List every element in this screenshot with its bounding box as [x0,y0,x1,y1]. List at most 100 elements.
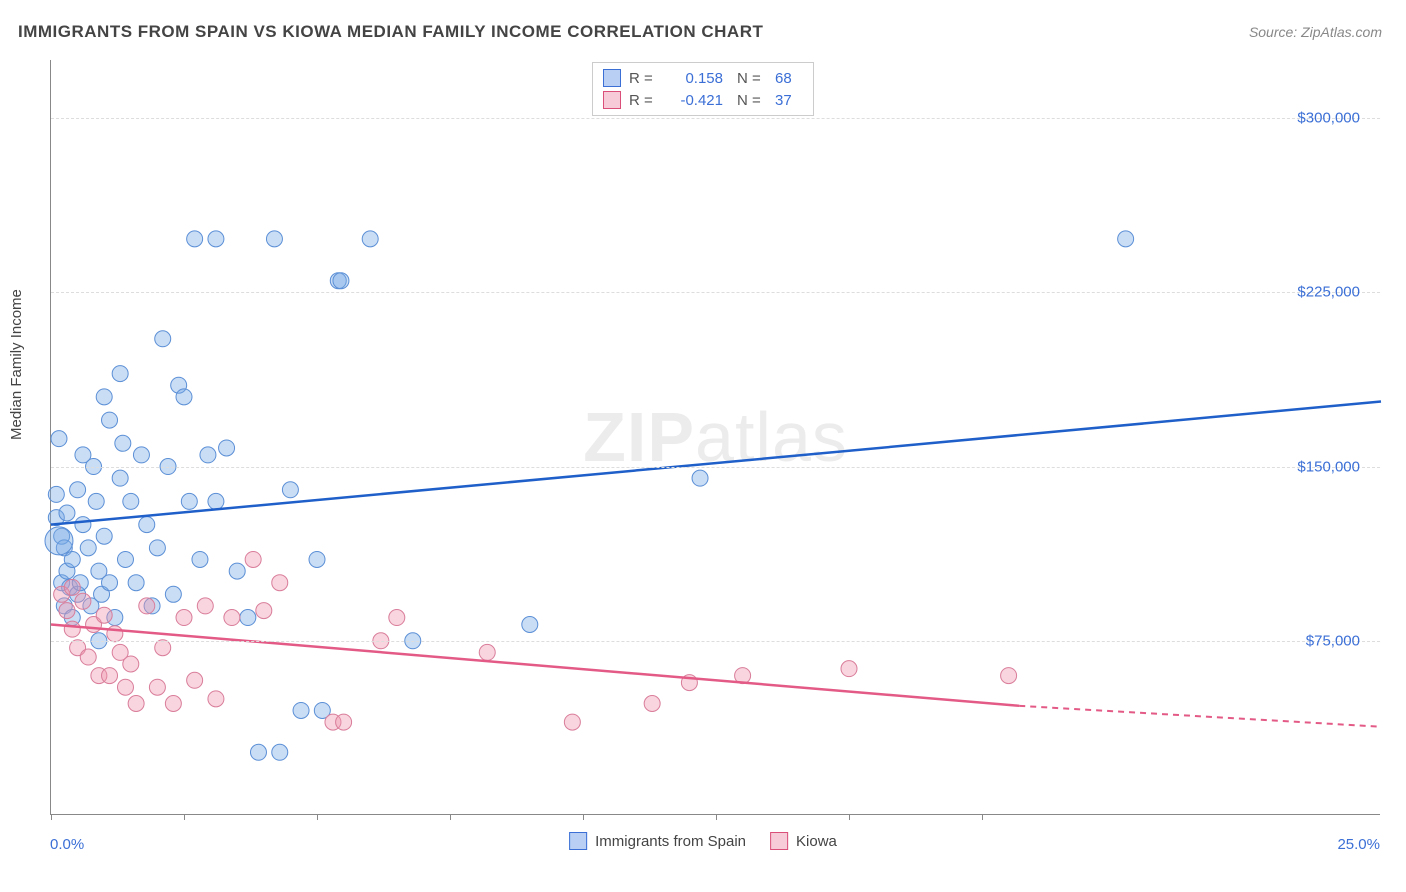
data-point [256,603,272,619]
data-point [155,640,171,656]
data-point [139,517,155,533]
data-point [59,603,75,619]
y-axis-title: Median Family Income [8,289,25,440]
x-tick [184,814,185,820]
data-point [51,431,67,447]
data-point [102,575,118,591]
data-point [336,714,352,730]
data-point [479,644,495,660]
data-point [208,231,224,247]
data-point [112,366,128,382]
data-point [309,551,325,567]
data-point [165,695,181,711]
data-point [123,656,139,672]
x-tick [849,814,850,820]
data-point [176,389,192,405]
swatch-pink [603,91,621,109]
data-point [187,231,203,247]
legend-label-blue: Immigrants from Spain [595,833,746,850]
data-point [224,610,240,626]
data-point [80,540,96,556]
data-point [64,551,80,567]
data-point [272,744,288,760]
data-point [181,493,197,509]
data-point [644,695,660,711]
x-tick [51,814,52,820]
data-point [59,505,75,521]
data-point [70,482,86,498]
data-point [139,598,155,614]
data-point [362,231,378,247]
data-point [272,575,288,591]
gridline [51,467,1380,468]
data-point [692,470,708,486]
legend-label-pink: Kiowa [796,833,837,850]
data-point [165,586,181,602]
gridline [51,292,1380,293]
r-label: R = [629,92,657,109]
data-point [88,493,104,509]
data-point [155,331,171,347]
stats-legend: R = 0.158 N = 68 R = -0.421 N = 37 [592,62,814,116]
y-tick-label: $150,000 [1297,458,1360,475]
data-point [48,486,64,502]
source-attribution: Source: ZipAtlas.com [1249,24,1382,40]
data-point [133,447,149,463]
data-point [102,412,118,428]
r-value-pink: -0.421 [665,92,723,109]
data-point [80,649,96,665]
trend-line [51,625,1019,706]
bottom-legend: Immigrants from Spain Kiowa [569,832,837,850]
data-point [96,528,112,544]
data-point [197,598,213,614]
data-point [240,610,256,626]
x-tick [982,814,983,820]
data-point [75,593,91,609]
r-label: R = [629,70,657,87]
data-point [96,389,112,405]
data-point [1118,231,1134,247]
data-point [841,661,857,677]
data-point [112,470,128,486]
plot-svg [51,60,1380,814]
chart-title: IMMIGRANTS FROM SPAIN VS KIOWA MEDIAN FA… [18,22,763,42]
data-point [333,273,349,289]
gridline [51,118,1380,119]
data-point [200,447,216,463]
plot-area: ZIPatlas $75,000$150,000$225,000$300,000 [50,60,1380,815]
data-point [564,714,580,730]
data-point [45,527,73,555]
data-point [192,551,208,567]
data-point [128,695,144,711]
data-point [208,691,224,707]
x-tick [450,814,451,820]
data-point [245,551,261,567]
data-point [250,744,266,760]
data-point [149,679,165,695]
n-label: N = [737,70,767,87]
stats-row-pink: R = -0.421 N = 37 [603,89,803,111]
stats-row-blue: R = 0.158 N = 68 [603,67,803,89]
swatch-blue [569,832,587,850]
x-tick [716,814,717,820]
n-value-pink: 37 [775,92,803,109]
data-point [64,621,80,637]
data-point [149,540,165,556]
data-point [229,563,245,579]
data-point [176,610,192,626]
data-point [1001,668,1017,684]
data-point [123,493,139,509]
y-tick-label: $300,000 [1297,110,1360,127]
data-point [96,607,112,623]
x-axis-end-label: 25.0% [1337,836,1380,853]
legend-item-pink: Kiowa [770,832,837,850]
trend-line-dashed [1019,706,1381,727]
legend-item-blue: Immigrants from Spain [569,832,746,850]
data-point [117,679,133,695]
data-point [208,493,224,509]
data-point [282,482,298,498]
data-point [266,231,282,247]
data-point [219,440,235,456]
data-point [117,551,133,567]
n-label: N = [737,92,767,109]
